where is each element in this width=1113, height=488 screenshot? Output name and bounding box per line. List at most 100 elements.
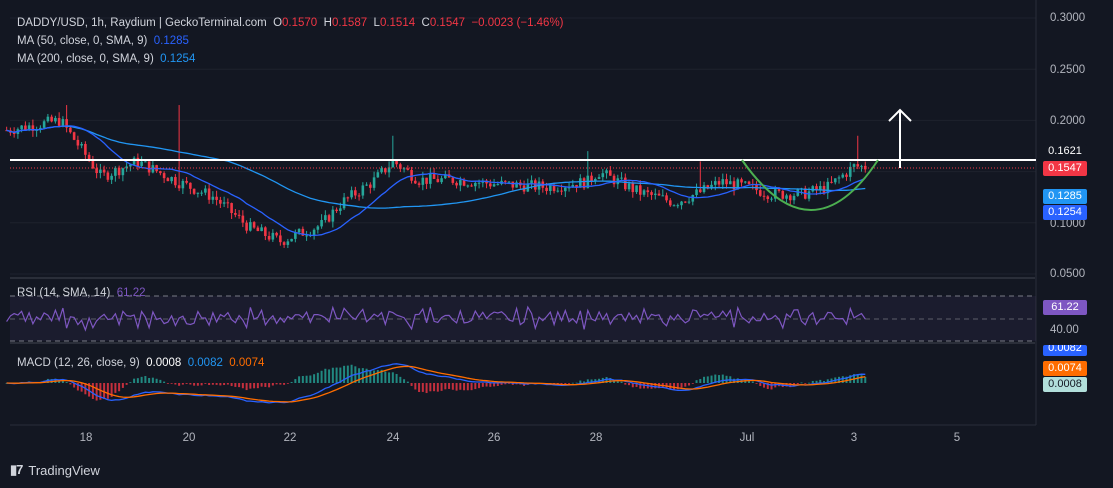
macd-histogram-bar <box>748 380 751 383</box>
high-label: H <box>323 17 332 29</box>
macd-histogram-bar <box>99 383 102 400</box>
rsi-legend[interactable]: RSI (14, SMA, 14) 61.22 <box>17 287 145 299</box>
macd-histogram-bar <box>58 380 61 383</box>
candle <box>46 113 50 123</box>
candle <box>95 163 98 179</box>
macd-signal-value: 0.0074 <box>229 357 265 369</box>
macd-histogram-bar <box>433 383 436 392</box>
macd-histogram-bar <box>826 379 829 383</box>
candlestick-series[interactable] <box>5 105 867 249</box>
ma50-label: MA (50, close, 0, SMA, 9) <box>17 35 148 47</box>
macd-histogram-bar <box>860 375 863 383</box>
macd-line[interactable] <box>6 363 866 404</box>
candle <box>174 174 177 188</box>
candle <box>20 125 23 133</box>
macd-histogram-bar <box>144 376 147 383</box>
macd-histogram-bar <box>508 383 511 384</box>
macd-histogram-bar <box>103 383 106 399</box>
candle <box>455 181 458 189</box>
candle <box>286 238 290 249</box>
macd-histogram-bar <box>680 383 683 388</box>
ma50-line[interactable] <box>6 125 866 237</box>
macd-histogram-bar <box>125 383 128 385</box>
macd-histogram-bar <box>864 376 867 383</box>
macd-histogram-bar <box>346 365 349 383</box>
candle <box>770 196 773 202</box>
macd-histogram-bar <box>459 383 462 390</box>
candle <box>249 218 252 232</box>
candle <box>818 181 822 195</box>
macd-histogram-bar <box>856 374 859 383</box>
candle <box>474 181 477 192</box>
candle <box>256 225 260 232</box>
macd-legend[interactable]: MACD (12, 26, close, 9) 0.0008 0.0082 0.… <box>17 357 264 369</box>
macd-histogram-bar <box>620 381 623 383</box>
candle <box>852 163 856 173</box>
macd-histogram-bar <box>579 380 582 383</box>
candle <box>683 201 687 204</box>
macd-histogram-bar <box>448 383 451 389</box>
ma200-line[interactable] <box>6 125 866 209</box>
candle <box>556 187 560 193</box>
ma50-value: 0.1285 <box>153 35 189 47</box>
candle <box>267 231 271 242</box>
macd-histogram-bar <box>391 372 394 383</box>
macd-histogram-bar <box>763 383 766 388</box>
candle <box>541 179 545 193</box>
candle <box>766 195 770 203</box>
last-price-tag: 0.1547 <box>1043 161 1087 176</box>
macd-histogram-bar <box>796 383 799 385</box>
macd-histogram-bar <box>718 375 721 383</box>
candle <box>282 241 286 248</box>
macd-histogram-bar <box>95 383 98 401</box>
macd-histogram-bar <box>736 378 739 383</box>
macd-histogram-bar <box>466 383 469 391</box>
candle <box>305 230 308 241</box>
candle <box>597 174 601 180</box>
macd-histogram-bar <box>568 383 571 384</box>
candle <box>672 204 676 207</box>
macd-histogram-bar <box>789 383 792 388</box>
price-tick: 0.2500 <box>1050 64 1086 76</box>
macd-histogram-bar <box>755 383 758 384</box>
macd-histogram-bar <box>564 383 567 385</box>
macd-histogram-bar <box>451 383 454 390</box>
candle <box>42 119 46 129</box>
macd-histogram-bar <box>166 383 169 384</box>
candle <box>316 225 320 234</box>
macd-histogram-bar <box>91 383 94 399</box>
time-tick: 5 <box>953 432 961 444</box>
macd-histogram-bar <box>406 381 409 383</box>
cup-pattern-curve[interactable] <box>741 159 879 211</box>
symbol-title: DADDY/USD, 1h, Raydium | GeckoTerminal.c… <box>17 17 267 29</box>
low-label: L <box>373 17 380 29</box>
macd-histogram-bar <box>583 381 586 383</box>
candle <box>747 180 751 185</box>
macd-histogram-bar <box>751 381 754 383</box>
macd-histogram-bar <box>223 383 226 386</box>
candle <box>657 190 661 196</box>
candle <box>376 169 380 178</box>
symbol-legend[interactable]: DADDY/USD, 1h, Raydium | GeckoTerminal.c… <box>17 17 564 29</box>
rsi-value-tag: 61.22 <box>1043 300 1087 315</box>
candle <box>743 180 747 184</box>
breakout-arrow-icon[interactable] <box>888 108 912 168</box>
candle <box>564 186 567 198</box>
candle <box>290 238 293 242</box>
candle <box>76 135 80 150</box>
candle <box>841 172 845 179</box>
macd-histogram-bar <box>845 376 848 383</box>
candle <box>680 200 683 210</box>
candle <box>110 173 113 184</box>
price-tick: 0.1000 <box>1050 218 1086 230</box>
ma200-legend[interactable]: MA (200, close, 0, SMA, 9) 0.1254 <box>17 53 195 65</box>
rsi-line[interactable] <box>6 305 866 332</box>
macd-signal-tag: 0.0074 <box>1043 361 1087 376</box>
ma50-legend[interactable]: MA (50, close, 0, SMA, 9) 0.1285 <box>17 35 189 47</box>
tradingview-branding[interactable]: ▮7 TradingView <box>10 462 100 478</box>
candle <box>69 126 72 134</box>
macd-histogram-bar <box>444 383 447 390</box>
macd-signal-line[interactable] <box>6 365 866 403</box>
candle <box>489 179 492 190</box>
